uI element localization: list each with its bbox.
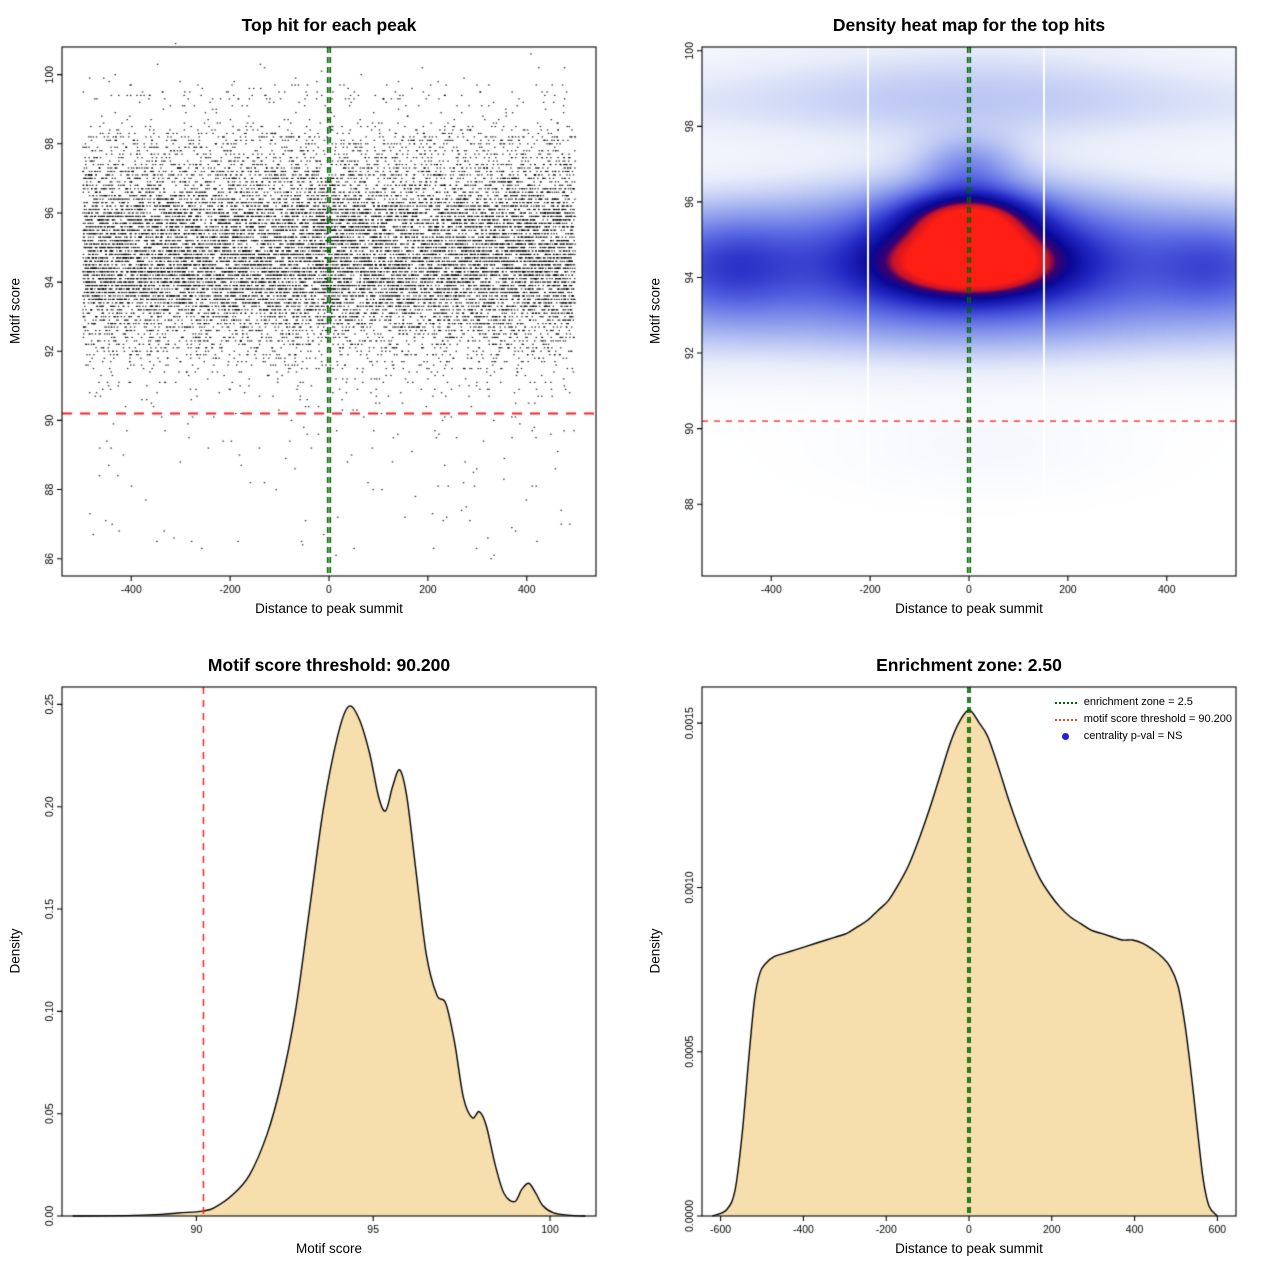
panel-score-density: Motif score threshold: 90.200 Motif scor… bbox=[0, 640, 640, 1280]
y-axis-label: Density bbox=[7, 928, 23, 974]
enrichment-zone-line-sample bbox=[1054, 701, 1077, 704]
legend: enrichment zone = 2.5 motif score thresh… bbox=[1054, 694, 1232, 745]
y-axis-label: Density bbox=[647, 928, 663, 974]
heatmap-canvas bbox=[640, 0, 1280, 640]
panel-top-hit-scatter: Top hit for each peak Distance to peak s… bbox=[0, 0, 640, 640]
legend-item: enrichment zone = 2.5 bbox=[1054, 694, 1232, 711]
legend-label: motif score threshold = 90.200 bbox=[1083, 713, 1232, 725]
distance-density-canvas bbox=[640, 640, 1280, 1280]
y-axis-label: Motif score bbox=[7, 277, 23, 345]
y-axis-label: Motif score bbox=[647, 277, 663, 345]
centrality-dot-sample bbox=[1061, 733, 1069, 740]
panel-title: Enrichment zone: 2.50 bbox=[876, 655, 1062, 675]
legend-label: centrality p-val = NS bbox=[1083, 730, 1183, 742]
panel-title: Motif score threshold: 90.200 bbox=[207, 655, 451, 675]
x-axis-label: Motif score bbox=[295, 1241, 363, 1256]
panel-title: Density heat map for the top hits bbox=[832, 15, 1106, 35]
legend-item: motif score threshold = 90.200 bbox=[1054, 711, 1232, 728]
panel-title: Top hit for each peak bbox=[241, 15, 417, 35]
legend-item: centrality p-val = NS bbox=[1055, 728, 1232, 745]
x-axis-label: Distance to peak summit bbox=[255, 601, 403, 616]
x-axis-label: Distance to peak summit bbox=[895, 601, 1043, 616]
legend-label: enrichment zone = 2.5 bbox=[1083, 696, 1193, 708]
x-axis-label: Distance to peak summit bbox=[895, 1241, 1043, 1256]
motif-threshold-line-sample bbox=[1054, 718, 1077, 721]
scatter-plot-canvas bbox=[0, 0, 640, 640]
panel-distance-density: Enrichment zone: 2.50 Distance to peak s… bbox=[640, 640, 1280, 1280]
panel-density-heatmap: Density heat map for the top hits Distan… bbox=[640, 0, 1280, 640]
score-density-canvas bbox=[0, 640, 640, 1280]
